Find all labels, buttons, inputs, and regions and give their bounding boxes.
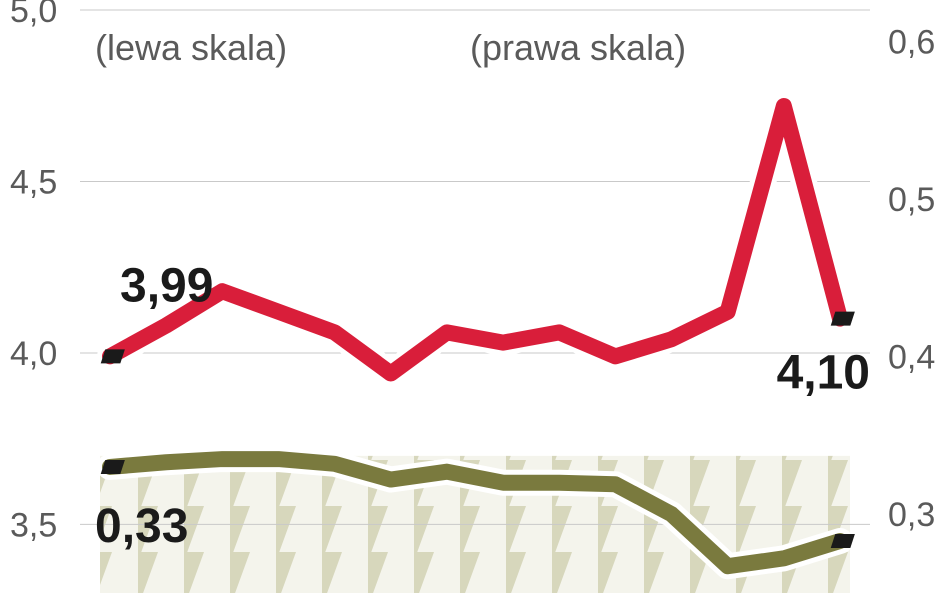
left-tick-label: 3,5: [10, 506, 57, 544]
right-tick-label: 0,3: [888, 496, 935, 534]
left-axis-label: (lewa skala): [95, 27, 287, 68]
dual-axis-line-chart: 5,0 4,5 4,0 3,5 0,6 0,5 0,4 0,3 (lewa skala) (…: [0, 0, 948, 593]
right-tick-label: 0,5: [888, 181, 935, 219]
right-axis-label: (prawa skala): [470, 27, 686, 68]
right-axis-ticks: 0,6 0,5 0,4 0,3: [888, 24, 935, 535]
series-olive-first-value: 0,33: [95, 500, 188, 553]
left-tick-label: 4,0: [10, 335, 57, 373]
series-red-last-value: 4,10: [777, 347, 870, 400]
left-tick-label: 4,5: [10, 163, 57, 201]
right-tick-label: 0,4: [888, 339, 935, 377]
chart-svg: 5,0 4,5 4,0 3,5 0,6 0,5 0,4 0,3 (lewa skala) (…: [0, 0, 948, 593]
series-red-first-value: 3,99: [120, 259, 213, 312]
right-tick-label: 0,6: [888, 24, 935, 62]
left-tick-label: 5,0: [10, 0, 57, 30]
series-red-line: [110, 106, 840, 373]
left-axis-ticks: 5,0 4,5 4,0 3,5: [10, 0, 57, 544]
